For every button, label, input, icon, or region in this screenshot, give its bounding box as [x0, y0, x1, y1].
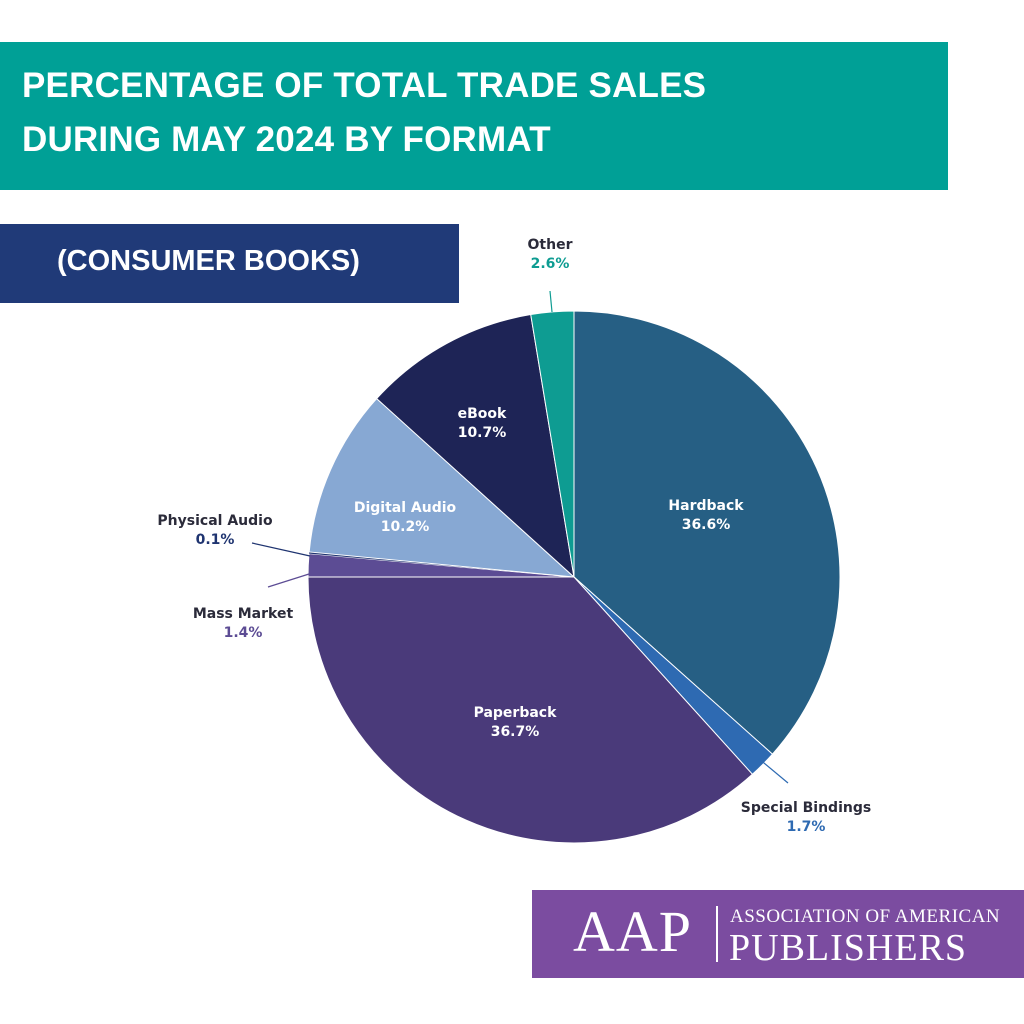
logo-line-2: PUBLISHERS — [729, 927, 968, 969]
slice-label-paperback: Paperback — [474, 705, 558, 721]
slice-value-digital-audio: 10.2% — [381, 519, 430, 535]
subtitle-banner: (CONSUMER BOOKS) — [0, 224, 459, 303]
title-banner: PERCENTAGE OF TOTAL TRADE SALES DURING M… — [0, 42, 948, 190]
slice-label-digital-audio: Digital Audio — [354, 500, 457, 516]
slice-label-mass-market: Mass Market — [193, 606, 294, 622]
leader-line-other — [549, 290, 553, 313]
pie-slice-hardback — [573, 310, 841, 755]
pie-slice-ebook — [375, 313, 575, 579]
slice-label-other: Other — [528, 237, 573, 253]
slice-label-physical-audio: Physical Audio — [157, 513, 273, 529]
leader-line-mass-market — [267, 573, 310, 588]
slice-label-ebook: eBook — [458, 406, 507, 422]
slice-value-paperback: 36.7% — [491, 724, 540, 740]
slice-value-special-bindings: 1.7% — [787, 819, 826, 835]
slice-value-hardback: 36.6% — [682, 517, 731, 533]
slice-value-other: 2.6% — [531, 256, 570, 272]
chart-title-line-1: PERCENTAGE OF TOTAL TRADE SALES — [22, 66, 707, 105]
chart-subtitle: (CONSUMER BOOKS) — [57, 245, 360, 277]
slice-label-special-bindings: Special Bindings — [741, 800, 871, 816]
slice-label-hardback: Hardback — [668, 498, 744, 514]
pie-slice-paperback — [307, 576, 754, 844]
aap-logo: AAP ASSOCIATION OF AMERICAN PUBLISHERS — [532, 890, 1024, 978]
slice-value-mass-market: 1.4% — [224, 625, 263, 641]
logo-line-1: ASSOCIATION OF AMERICAN — [730, 906, 1001, 927]
chart-title-line-2: DURING MAY 2024 BY FORMAT — [22, 120, 551, 159]
logo-divider — [716, 906, 718, 962]
leader-line-special-bindings — [757, 757, 789, 784]
pie-slice-digital-audio — [308, 397, 576, 578]
logo-mark: AAP — [573, 899, 693, 964]
leader-line-physical-audio — [251, 542, 311, 557]
slice-value-ebook: 10.7% — [458, 425, 507, 441]
slice-value-physical-audio: 0.1% — [196, 532, 235, 548]
